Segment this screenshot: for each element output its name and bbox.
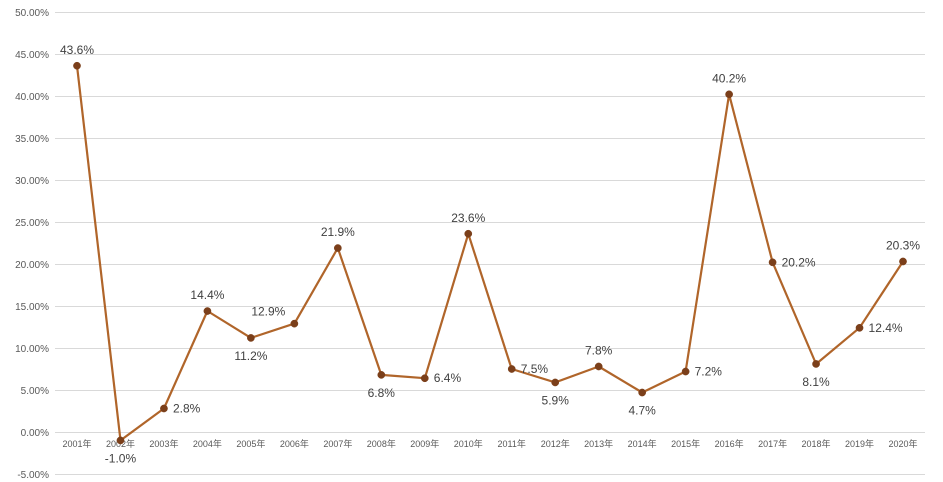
data-point	[855, 323, 864, 332]
x-tick-label: 2013年	[584, 438, 613, 449]
data-label: -1.0%	[105, 451, 137, 465]
x-tick-label: 2012年	[541, 438, 570, 449]
x-tick-label: 2001年	[62, 438, 91, 449]
y-tick-label: -5.00%	[17, 470, 49, 481]
data-label: 23.6%	[451, 211, 485, 225]
y-tick-label: 40.00%	[15, 92, 49, 103]
data-point	[507, 365, 516, 373]
x-tick-label: 2019年	[845, 438, 874, 449]
data-point	[73, 61, 81, 70]
data-label: 4.7%	[628, 404, 656, 418]
x-tick-label: 2006年	[280, 438, 309, 449]
y-axis-tick-labels: -5.00% 0.00% 5.00% 10.00% 15.00% 20.00% 25.00%…	[15, 8, 49, 481]
data-point	[290, 319, 299, 328]
y-tick-label: 30.00%	[15, 176, 49, 187]
x-tick-label: 2009年	[410, 438, 439, 449]
data-label: 7.5%	[521, 362, 549, 376]
data-point	[638, 388, 647, 397]
data-point	[116, 436, 125, 445]
gridlines	[55, 12, 925, 475]
x-tick-label: 2011年	[498, 438, 526, 449]
data-label: 7.8%	[585, 343, 613, 357]
data-point	[247, 334, 255, 342]
x-axis-tick-labels: 2001年2002年2003年2004年2005年2006年2007年2008年…	[62, 438, 917, 449]
x-tick-label: 2004年	[193, 438, 222, 449]
x-tick-label: 2008年	[367, 438, 396, 449]
data-label: 2.8%	[173, 401, 201, 415]
y-tick-label: 45.00%	[15, 50, 49, 61]
x-tick-label: 2014年	[628, 438, 657, 449]
data-label: 14.4%	[190, 288, 224, 302]
x-tick-label: 2020年	[888, 438, 917, 449]
data-label: 7.2%	[695, 365, 723, 379]
data-label: 43.6%	[60, 43, 94, 57]
x-tick-label: 2016年	[715, 438, 744, 449]
y-tick-label: 25.00%	[15, 218, 49, 229]
data-label: 6.4%	[434, 371, 462, 385]
x-tick-label: 2003年	[149, 438, 178, 449]
x-tick-label: 2007年	[323, 438, 352, 449]
x-tick-label: 2005年	[236, 438, 265, 449]
y-tick-label: 50.00%	[15, 8, 49, 19]
series-layer	[75, 65, 904, 442]
data-point	[377, 371, 386, 379]
data-point	[768, 258, 777, 267]
x-tick-label: 2015年	[671, 438, 700, 449]
data-label: 5.9%	[542, 393, 570, 407]
data-point	[812, 360, 820, 368]
data-label: 12.9%	[251, 305, 285, 319]
data-point	[899, 257, 907, 266]
data-label: 11.2%	[234, 349, 267, 363]
data-label: 20.2%	[782, 255, 816, 269]
y-tick-label: 5.00%	[21, 386, 49, 397]
data-label-layer: 43.6% -1.0% 2.8% 14.4% 11.2% 12.9% 21.9% 6.8% 6.…	[60, 43, 920, 466]
x-tick-label: 2010年	[454, 438, 483, 449]
data-point	[594, 362, 603, 371]
marker-layer	[73, 61, 907, 445]
data-label: 21.9%	[321, 225, 355, 239]
series-line	[75, 65, 904, 442]
y-tick-label: 20.00%	[15, 260, 49, 271]
x-tick-label: 2017年	[758, 438, 787, 449]
data-point	[681, 367, 690, 376]
y-tick-label: 35.00%	[15, 134, 49, 145]
data-label: 40.2%	[712, 71, 746, 85]
data-point	[464, 229, 473, 238]
data-point	[333, 244, 342, 252]
data-label: 20.3%	[886, 238, 920, 252]
data-point	[551, 378, 560, 387]
data-point	[203, 307, 212, 315]
y-tick-label: 0.00%	[21, 428, 49, 439]
data-point	[725, 90, 733, 99]
data-point	[420, 374, 429, 383]
data-label: 6.8%	[368, 386, 396, 400]
y-tick-label: 15.00%	[15, 302, 49, 313]
x-tick-label: 2018年	[802, 438, 831, 449]
data-label: 8.1%	[802, 375, 830, 389]
data-point	[160, 404, 168, 413]
data-label: 12.4%	[869, 321, 903, 335]
y-tick-label: 10.00%	[15, 344, 49, 355]
